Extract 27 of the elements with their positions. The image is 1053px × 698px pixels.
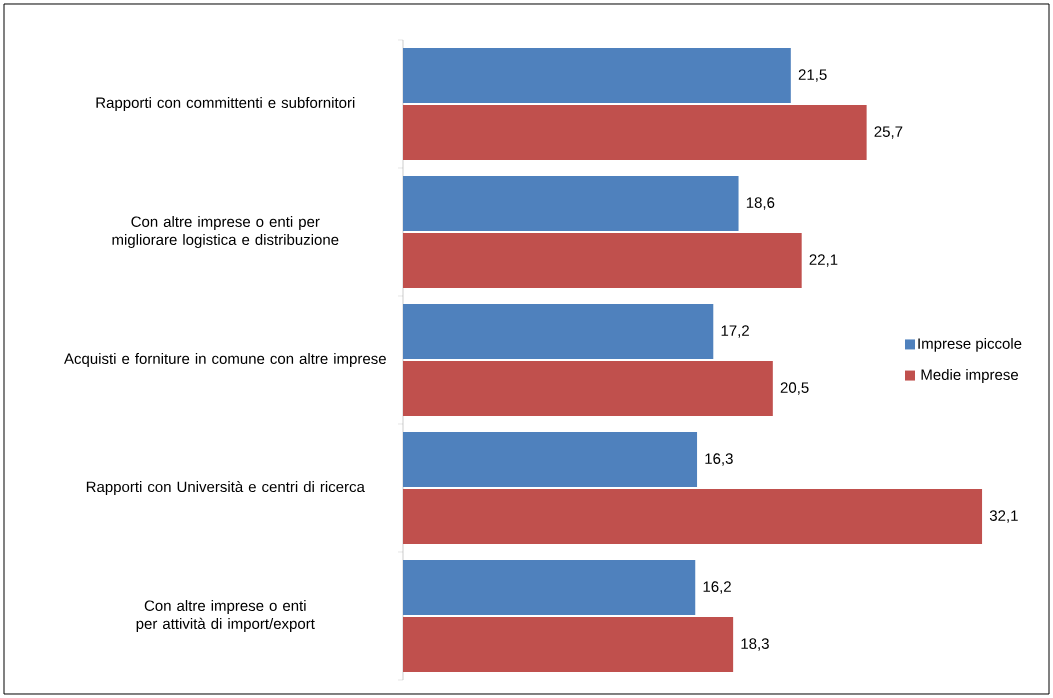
- data-label: 18,6: [746, 197, 775, 210]
- y-tick-label: Con altre imprese o enti per attività di import/export: [136, 600, 315, 632]
- bar: [403, 232, 802, 288]
- data-label: 20,5: [780, 382, 809, 395]
- bar: [403, 488, 983, 544]
- y-tick-label: Acquisti e forniture in comune con altre imprese: [64, 353, 386, 367]
- bar: [403, 105, 867, 160]
- data-label: 17,2: [721, 325, 749, 338]
- bar: [403, 360, 773, 416]
- data-label: 25,7: [874, 126, 903, 139]
- y-tick-label: Rapporti con Università e centri di ricerca: [86, 480, 365, 496]
- bar: [403, 432, 698, 487]
- bar: [403, 560, 696, 615]
- bar: [403, 176, 739, 231]
- data-label: 18,3: [741, 638, 769, 651]
- legend-label: Imprese piccole: [918, 337, 1022, 352]
- bar: [403, 48, 791, 103]
- data-label: 32,1: [989, 510, 1018, 523]
- legend-label: Medie imprese: [921, 369, 1019, 383]
- data-label: 16,3: [705, 453, 733, 466]
- y-tick-label: Con altre imprese o enti per migliorare logistica e distribuzione: [112, 216, 339, 248]
- y-tick-label: Rapporti con committenti e subfornitori: [96, 97, 355, 111]
- bar: [403, 616, 734, 672]
- bar: [403, 304, 714, 359]
- data-label: 21,5: [798, 69, 827, 82]
- data-label: 22,1: [809, 254, 838, 267]
- data-label: 16,2: [703, 581, 731, 594]
